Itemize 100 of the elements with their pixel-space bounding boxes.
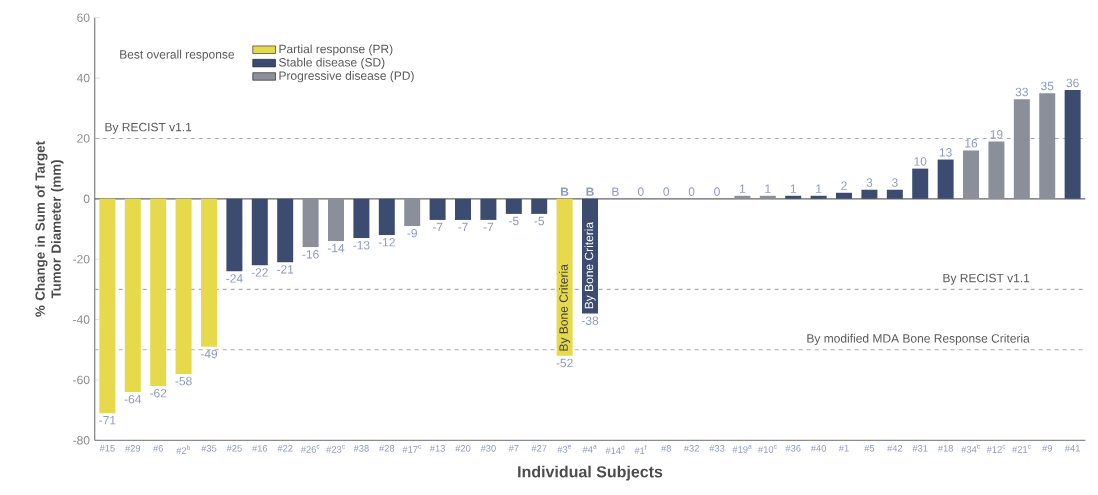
bar — [1039, 93, 1056, 199]
bar — [200, 198, 217, 347]
text: -58 — [175, 376, 192, 386]
text: -5 — [509, 216, 519, 226]
bar — [963, 150, 980, 199]
bar — [150, 198, 167, 386]
x-tick-label: #29 — [125, 445, 141, 452]
x-tick-label: #31 — [912, 445, 928, 452]
x-tick-label: #42 — [887, 445, 903, 452]
text: -49 — [200, 349, 218, 359]
annotation: B — [561, 187, 569, 196]
x-tick-label: #38 — [353, 445, 369, 452]
x-tick-label: #20 — [455, 445, 471, 452]
text: 1 — [790, 184, 796, 193]
text: -64 — [124, 394, 142, 404]
text: 16 — [965, 139, 978, 148]
x-tick-label: #36 — [785, 445, 801, 452]
bar — [99, 198, 116, 414]
bar — [886, 189, 903, 199]
text: 36 — [1066, 78, 1079, 88]
y-tick-label: 40 — [76, 73, 90, 83]
x-tick-label: #21$^{c}$ — [1012, 445, 1031, 453]
bar — [455, 198, 471, 220]
bar — [429, 198, 446, 220]
ref-line-label: By RECIST v1.1 — [943, 273, 1030, 285]
bar — [912, 168, 929, 199]
annotation: By Bone Criteria — [584, 221, 596, 309]
text: 35 — [1041, 81, 1054, 91]
bar — [836, 192, 853, 199]
text: B — [612, 187, 619, 196]
x-tick-label: #25 — [226, 445, 242, 452]
text: -22 — [251, 268, 268, 277]
text: 3 — [866, 178, 873, 187]
bar — [556, 198, 573, 356]
legend-title: Best overall response — [120, 49, 235, 62]
text: 3 — [891, 178, 898, 187]
x-tick-label: #15 — [99, 445, 115, 452]
bar — [175, 198, 192, 374]
ref-line-label: By RECIST v1.1 — [105, 122, 192, 134]
bar — [124, 198, 141, 393]
text: 1 — [765, 184, 771, 193]
text: -14 — [327, 244, 345, 253]
legend-label: Progressive disease (PD) — [279, 71, 414, 83]
annotation: B — [586, 187, 594, 196]
bar — [531, 198, 548, 214]
x-tick-label: #30 — [480, 445, 496, 452]
bar — [302, 198, 319, 248]
text: -7 — [432, 222, 443, 232]
y-axis-title: % Change in Sum of Target Tumor Diameter (mm) — [35, 141, 64, 317]
x-tick-label: #34$^{c}$ — [961, 445, 980, 453]
legend-label: Stable disease (SD) — [279, 57, 385, 69]
bar — [937, 159, 954, 199]
bar — [404, 198, 421, 226]
y-tick-label: -20 — [73, 254, 90, 264]
text: -13 — [353, 240, 370, 250]
text: 0 — [714, 187, 720, 196]
text: -71 — [99, 416, 116, 425]
text: -21 — [277, 265, 294, 274]
x-tick-label: #41 — [1064, 445, 1080, 452]
text: -7 — [458, 222, 468, 232]
x-tick-label: #1$^{f}$ — [634, 445, 647, 454]
x-tick-label: #26$^{c}$ — [300, 445, 320, 453]
x-tick-label: #19$^{a}$ — [732, 445, 752, 453]
x-tick-label: #17$^{c}$ — [402, 445, 422, 453]
x-tick-label: #2$^{b}$ — [176, 445, 191, 454]
legend-label: Partial response (PR) — [279, 44, 393, 56]
x-tick-label: #23$^{c}$ — [326, 445, 345, 453]
text: -62 — [150, 388, 167, 398]
bar — [810, 195, 827, 199]
y-tick-label: -80 — [73, 436, 90, 445]
bar — [734, 195, 751, 199]
x-axis-title: Individual Subjects — [518, 465, 663, 481]
x-tick-label: #8 — [661, 445, 671, 452]
y-tick-label: 60 — [77, 13, 90, 22]
text: 10 — [914, 157, 927, 166]
x-tick-label: #13 — [429, 445, 445, 452]
x-tick-label: #10$^{c}$ — [758, 445, 777, 453]
x-tick-label: #4$^{a}$ — [582, 445, 597, 453]
bar — [251, 198, 268, 266]
text: 19 — [990, 130, 1003, 139]
x-tick-label: #6 — [153, 445, 163, 452]
text: 1 — [740, 184, 746, 193]
bar — [988, 141, 1005, 199]
y-tick-label: -60 — [73, 375, 90, 385]
text: -52 — [556, 358, 573, 368]
x-tick-label: #5 — [864, 445, 875, 452]
text: -38 — [581, 316, 599, 325]
text: -16 — [302, 250, 319, 259]
x-tick-label: #22 — [277, 445, 293, 452]
bar — [505, 198, 522, 214]
x-tick-label: #16 — [252, 445, 268, 452]
ref-line-label: By modified MDA Bone Response Criteria — [807, 333, 1030, 346]
y-tick-label: 0 — [83, 194, 90, 204]
x-tick-label: #27 — [531, 445, 547, 452]
text: 1 — [816, 184, 822, 193]
y-tick-label: 20 — [77, 134, 90, 143]
text: 33 — [1015, 87, 1028, 97]
x-tick-label: #14$^{d}$ — [605, 445, 625, 454]
x-tick-label: #35 — [201, 445, 217, 452]
text: -12 — [378, 237, 395, 247]
